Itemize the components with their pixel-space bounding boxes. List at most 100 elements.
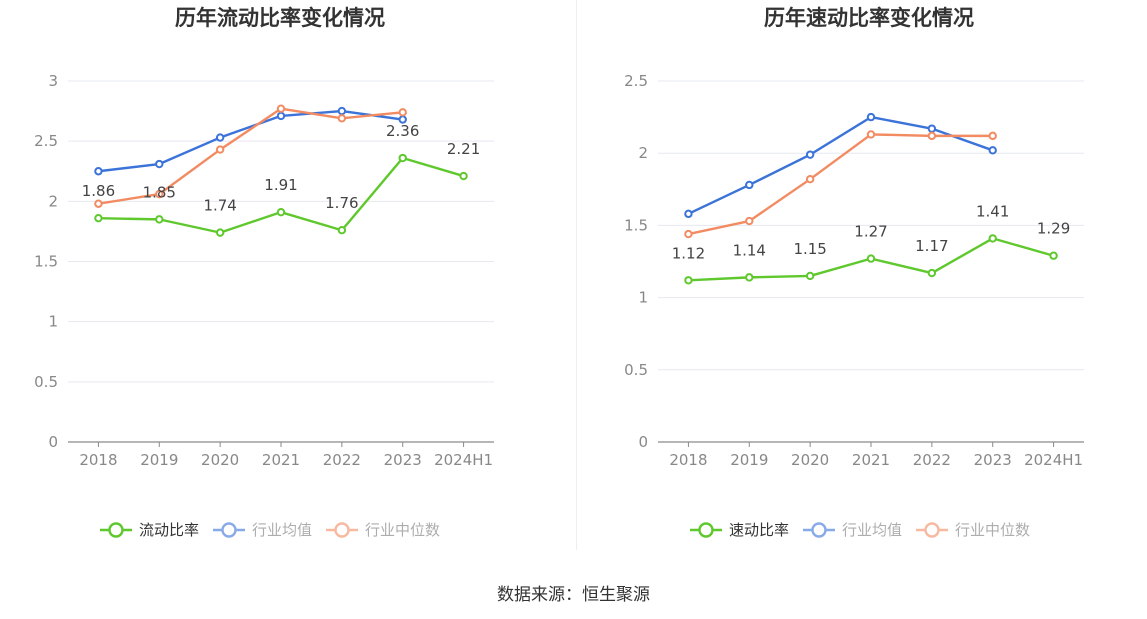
x-tick-label: 2020 (201, 451, 239, 469)
data-point-median (337, 114, 347, 123)
y-tick-label: 2.5 (34, 132, 58, 150)
data-point-median (866, 130, 876, 139)
y-tick-label: 1.5 (34, 253, 58, 271)
series-line-median (688, 133, 993, 236)
data-point-median (988, 131, 997, 141)
legend-marker (698, 522, 714, 538)
legend-item-avg: 行业均值 (803, 521, 902, 539)
y-tick-label: 3 (48, 72, 58, 90)
data-point-company (1049, 251, 1058, 260)
data-label: 1.12 (672, 244, 705, 262)
data-point-avg (988, 146, 997, 155)
data-point-median (805, 174, 815, 184)
data-label: 1.14 (733, 241, 766, 259)
x-tick-label: 2024H1 (1024, 451, 1083, 469)
data-point-company (94, 213, 103, 223)
data-label: 1.41 (976, 202, 1009, 220)
data-point-company (927, 268, 937, 278)
data-point-avg (276, 111, 286, 121)
data-point-company (866, 254, 876, 263)
x-tick-label: 2020 (791, 451, 829, 469)
data-label: 1.91 (264, 176, 297, 194)
x-tick-label: 2021 (262, 451, 300, 469)
legend-label: 行业中位数 (365, 521, 440, 539)
legend-marker (924, 522, 940, 538)
data-point-company (805, 271, 815, 281)
data-point-median (927, 131, 937, 141)
y-tick-label: 0 (48, 433, 58, 451)
legend-item-median: 行业中位数 (326, 521, 440, 539)
y-tick-label: 0.5 (34, 373, 58, 391)
legend-item-company: 速动比率 (690, 521, 789, 539)
data-point-avg (94, 167, 103, 176)
legend-marker (334, 522, 350, 538)
data-source-note: 数据来源：恒生聚源 (497, 585, 650, 605)
data-point-avg (215, 133, 225, 142)
series-line-avg (687, 115, 994, 215)
x-tick-label: 2019 (140, 451, 178, 469)
data-point-avg (866, 112, 876, 122)
data-point-median (215, 145, 225, 154)
data-label: 1.27 (854, 223, 887, 241)
data-point-median (276, 104, 286, 113)
data-label: 1.29 (1037, 220, 1070, 238)
series-line-median (98, 107, 403, 205)
data-label: 1.15 (793, 240, 826, 258)
series-line-avg (98, 109, 403, 173)
legend-marker (811, 522, 827, 538)
legend-label: 行业中位数 (955, 521, 1030, 539)
data-point-median (155, 189, 164, 199)
y-tick-label: 1.5 (624, 216, 648, 234)
y-tick-label: 2 (638, 144, 648, 162)
x-tick-label: 2023 (974, 451, 1012, 469)
legend-label: 流动比率 (139, 521, 199, 539)
y-tick-label: 1 (638, 289, 648, 307)
legend-marker (108, 522, 124, 538)
panel-divider (576, 0, 577, 550)
data-point-avg (927, 124, 937, 133)
x-tick-label: 2022 (323, 451, 361, 469)
chart-title: 历年速动比率变化情况 (764, 6, 974, 30)
data-point-company (988, 234, 997, 243)
x-tick-label: 2022 (913, 451, 951, 469)
data-point-avg (684, 209, 693, 219)
chart-panel-1: 历年流动比率变化情况 0 0.5 1 1.5 2 2.5 3 2018 2019 2020 2021 2… (34, 6, 494, 539)
data-point-median (398, 108, 407, 117)
y-tick-label: 2 (48, 192, 58, 210)
x-tick-label: 2018 (79, 451, 117, 469)
legend-label: 行业均值 (252, 521, 312, 539)
data-label: 1.74 (203, 197, 236, 215)
legend-item-company: 流动比率 (100, 521, 199, 539)
data-point-company (684, 276, 693, 285)
x-tick-label: 2024H1 (434, 451, 493, 469)
data-point-company (155, 215, 164, 224)
data-point-company (215, 228, 225, 237)
y-tick-label: 1 (48, 313, 58, 331)
legend-item-avg: 行业均值 (213, 521, 312, 539)
y-tick-label: 0.5 (624, 361, 648, 379)
data-point-avg (155, 159, 164, 169)
data-label: 2.36 (386, 122, 419, 140)
y-tick-label: 2.5 (624, 72, 648, 90)
data-point-median (684, 229, 693, 239)
x-tick-label: 2023 (384, 451, 422, 469)
legend-label: 行业均值 (842, 521, 902, 539)
data-point-avg (805, 150, 815, 159)
legend-label: 速动比率 (729, 521, 789, 539)
legend-item-median: 行业中位数 (916, 521, 1030, 539)
data-point-company (276, 207, 286, 217)
data-label: 2.21 (447, 140, 480, 158)
data-label: 1.76 (325, 194, 358, 212)
data-label: 1.85 (143, 183, 176, 201)
data-point-company (745, 273, 754, 282)
data-label: 1.86 (82, 182, 115, 200)
x-tick-label: 2021 (852, 451, 890, 469)
chart-title: 历年流动比率变化情况 (175, 6, 385, 30)
data-point-avg (337, 106, 347, 116)
data-point-company (398, 153, 407, 163)
chart-panel-2: 历年速动比率变化情况 0 0.5 1 1.5 2 2.5 2018 2019 2020 2021 20… (624, 6, 1084, 539)
data-point-company (337, 226, 347, 235)
data-point-avg (745, 180, 754, 190)
data-label: 1.17 (915, 237, 948, 255)
